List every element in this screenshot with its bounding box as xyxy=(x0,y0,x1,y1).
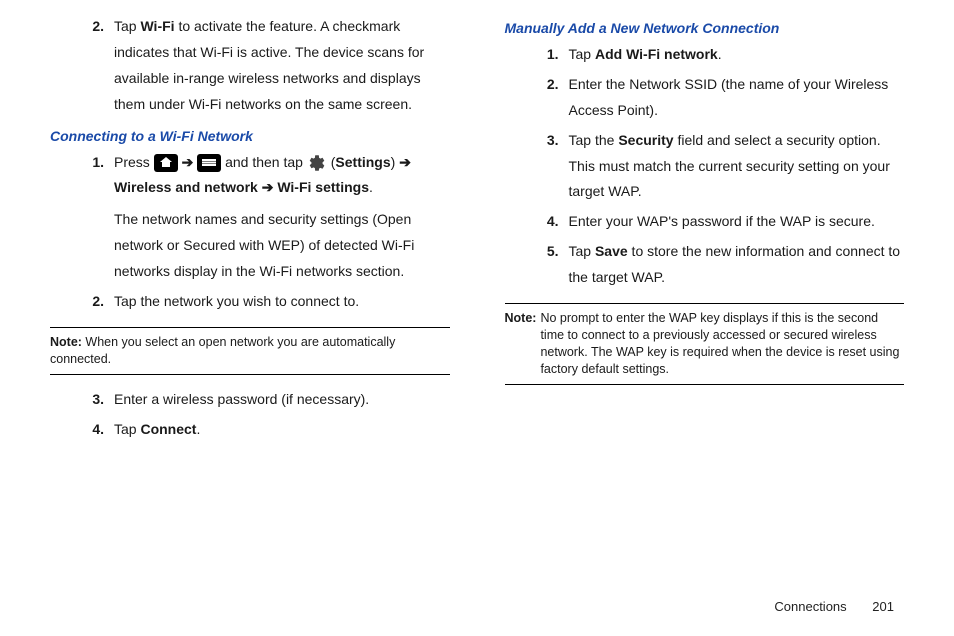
step-number: 1. xyxy=(529,42,569,68)
note-label: Note: xyxy=(505,310,537,378)
home-icon xyxy=(154,154,178,172)
step-number: 3. xyxy=(74,387,114,413)
step-number: 3. xyxy=(529,128,569,206)
step-number: 4. xyxy=(529,209,569,235)
list-item: 2. Tap the network you wish to connect t… xyxy=(74,289,450,315)
left-column: 2. Tap Wi-Fi to activate the feature. A … xyxy=(50,10,450,446)
text: Tap xyxy=(569,243,595,259)
text: The network names and security settings … xyxy=(114,207,450,285)
list-item: 2. Tap Wi-Fi to activate the feature. A … xyxy=(74,14,450,118)
list-item: 3. Tap the Security field and select a s… xyxy=(529,128,905,206)
arrow-icon: ➔ xyxy=(399,154,411,170)
step-text: Tap the network you wish to connect to. xyxy=(114,289,450,315)
step-text: Enter your WAP's password if the WAP is … xyxy=(569,209,905,235)
text: . xyxy=(196,421,200,437)
note-text: When you select an open network you are … xyxy=(50,335,395,366)
section-name: Connections xyxy=(774,599,846,614)
text: Tap xyxy=(114,18,140,34)
bold-text: Wireless and network xyxy=(114,179,258,195)
text: Tap xyxy=(569,46,595,62)
right-column: Manually Add a New Network Connection 1.… xyxy=(505,10,905,446)
step-number: 2. xyxy=(74,14,114,118)
step-text: Tap Save to store the new information an… xyxy=(569,239,905,291)
manual-page: 2. Tap Wi-Fi to activate the feature. A … xyxy=(0,0,954,446)
bold-text: Wi-Fi settings xyxy=(277,179,369,195)
step-text: Enter the Network SSID (the name of your… xyxy=(569,72,905,124)
list-item: 2. Enter the Network SSID (the name of y… xyxy=(529,72,905,124)
arrow-icon: ➔ xyxy=(262,179,274,195)
arrow-icon: ➔ xyxy=(182,154,194,170)
list-item: 4. Enter your WAP's password if the WAP … xyxy=(529,209,905,235)
note-box: Note: No prompt to enter the WAP key dis… xyxy=(505,303,905,385)
text: Tap the xyxy=(569,132,619,148)
section-heading: Connecting to a Wi-Fi Network xyxy=(50,128,450,144)
step-number: 2. xyxy=(74,289,114,315)
gear-icon xyxy=(307,153,327,173)
step-number: 4. xyxy=(74,417,114,443)
step-text: Tap Add Wi-Fi network. xyxy=(569,42,905,68)
section-heading: Manually Add a New Network Connection xyxy=(505,20,905,36)
menu-icon xyxy=(197,154,221,172)
step-text: Enter a wireless password (if necessary)… xyxy=(114,387,450,413)
list-item: 4. Tap Connect. xyxy=(74,417,450,443)
note-text: No prompt to enter the WAP key displays … xyxy=(540,310,904,378)
step-text: Tap Connect. xyxy=(114,417,450,443)
step-text: Press ➔ and then tap (Settings) ➔ Wirele… xyxy=(114,150,450,285)
step-number: 5. xyxy=(529,239,569,291)
text: Tap xyxy=(114,421,140,437)
step-text: Tap the Security field and select a secu… xyxy=(569,128,905,206)
page-footer: Connections 201 xyxy=(774,599,894,614)
text: . xyxy=(718,46,722,62)
note-label: Note: xyxy=(50,335,82,349)
list-item: 3. Enter a wireless password (if necessa… xyxy=(74,387,450,413)
step-number: 2. xyxy=(529,72,569,124)
text: and then tap xyxy=(221,154,307,170)
step-number: 1. xyxy=(74,150,114,285)
list-item: 1. Tap Add Wi-Fi network. xyxy=(529,42,905,68)
list-item: 1. Press ➔ and then tap (Settings) ➔ Wir… xyxy=(74,150,450,285)
text: Press xyxy=(114,154,154,170)
bold-text: Add Wi-Fi network xyxy=(595,46,718,62)
bold-text: Wi-Fi xyxy=(140,18,174,34)
note-box: Note: When you select an open network yo… xyxy=(50,327,450,375)
step-text: Tap Wi-Fi to activate the feature. A che… xyxy=(114,14,450,118)
bold-text: Save xyxy=(595,243,628,259)
page-number: 201 xyxy=(872,599,894,614)
list-item: 5. Tap Save to store the new information… xyxy=(529,239,905,291)
bold-text: Security xyxy=(618,132,673,148)
bold-text: Settings xyxy=(335,154,390,170)
bold-text: Connect xyxy=(140,421,196,437)
